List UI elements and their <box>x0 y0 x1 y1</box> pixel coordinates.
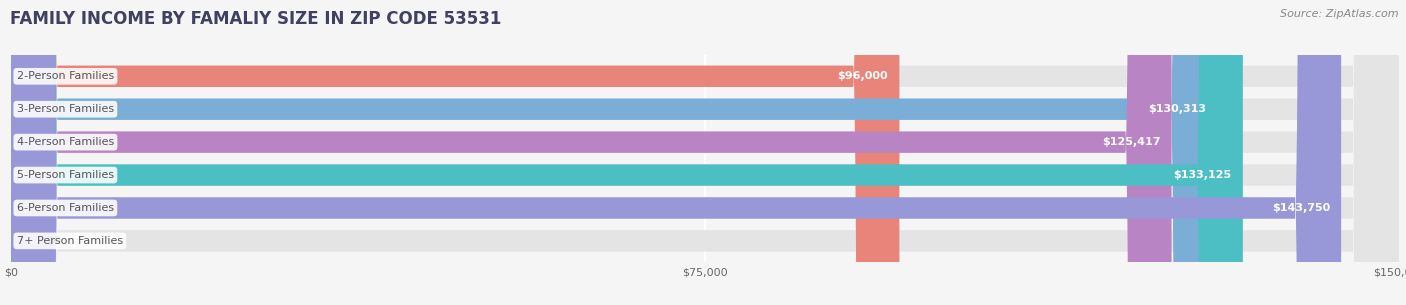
Text: $0: $0 <box>46 236 62 246</box>
FancyBboxPatch shape <box>11 0 1399 305</box>
Text: 4-Person Families: 4-Person Families <box>17 137 114 147</box>
FancyBboxPatch shape <box>11 0 1399 305</box>
FancyBboxPatch shape <box>11 0 1171 305</box>
Text: 5-Person Families: 5-Person Families <box>17 170 114 180</box>
Text: 3-Person Families: 3-Person Families <box>17 104 114 114</box>
Text: $143,750: $143,750 <box>1272 203 1330 213</box>
FancyBboxPatch shape <box>11 0 1399 305</box>
FancyBboxPatch shape <box>11 0 1216 305</box>
FancyBboxPatch shape <box>11 0 1243 305</box>
Text: $133,125: $133,125 <box>1174 170 1232 180</box>
FancyBboxPatch shape <box>11 0 1399 305</box>
FancyBboxPatch shape <box>11 0 1399 305</box>
Text: 6-Person Families: 6-Person Families <box>17 203 114 213</box>
FancyBboxPatch shape <box>11 0 1399 305</box>
Text: FAMILY INCOME BY FAMALIY SIZE IN ZIP CODE 53531: FAMILY INCOME BY FAMALIY SIZE IN ZIP COD… <box>10 10 501 28</box>
Text: $130,313: $130,313 <box>1147 104 1206 114</box>
Text: Source: ZipAtlas.com: Source: ZipAtlas.com <box>1281 9 1399 19</box>
Text: 7+ Person Families: 7+ Person Families <box>17 236 122 246</box>
FancyBboxPatch shape <box>11 0 900 305</box>
Text: 2-Person Families: 2-Person Families <box>17 71 114 81</box>
Text: $96,000: $96,000 <box>838 71 889 81</box>
Text: $125,417: $125,417 <box>1102 137 1160 147</box>
FancyBboxPatch shape <box>11 0 1341 305</box>
